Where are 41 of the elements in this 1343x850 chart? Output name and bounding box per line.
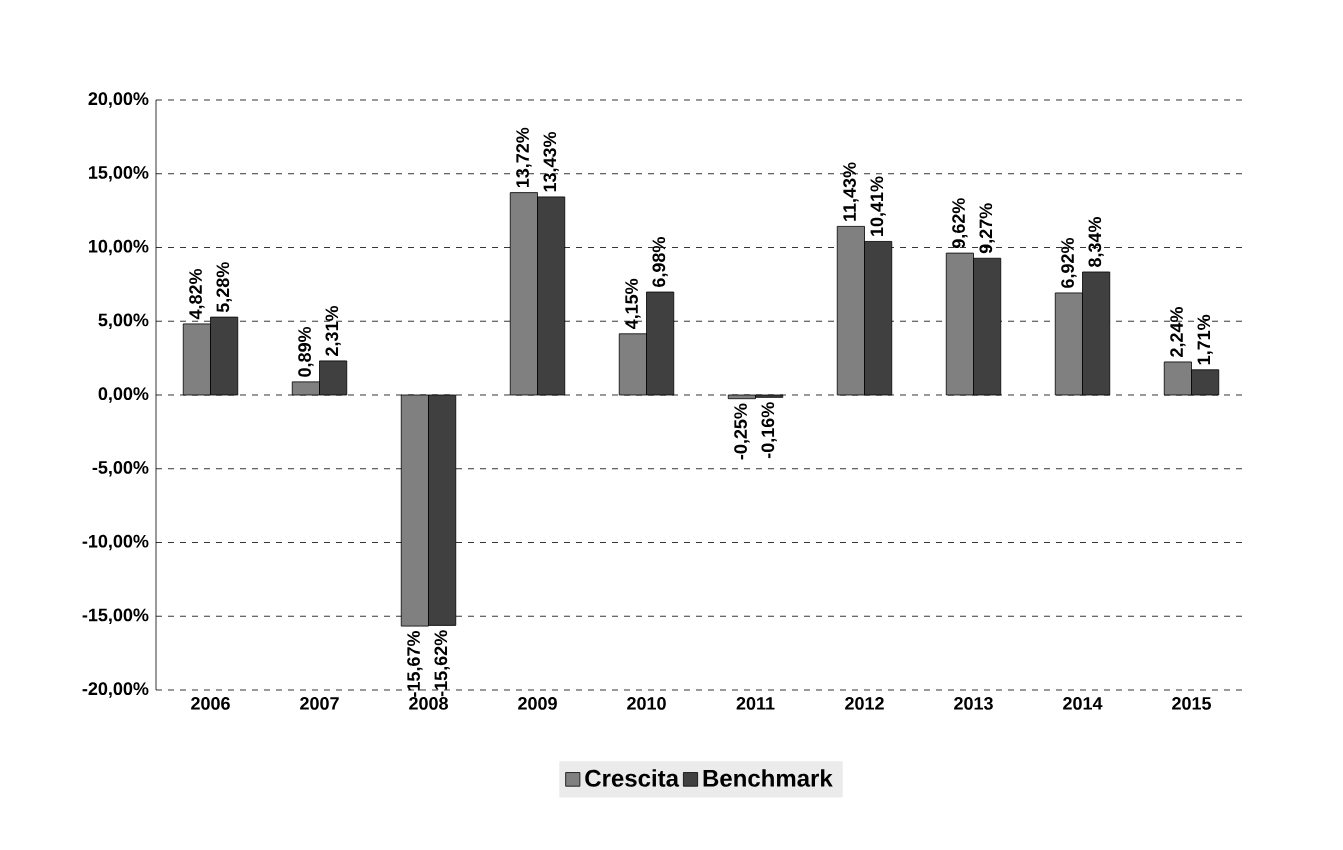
x-tick-label: 2012: [845, 697, 884, 710]
y-tick-label: 5,00%: [98, 313, 149, 329]
data-label: 1,71%: [1197, 314, 1213, 365]
data-label: 6,92%: [1061, 237, 1077, 288]
data-label: 10,41%: [870, 176, 886, 236]
x-tick-label: 2013: [954, 697, 993, 710]
x-tick-label: 2010: [627, 697, 666, 710]
data-label: -0,25%: [734, 403, 750, 460]
data-label: 13,43%: [543, 131, 559, 192]
data-label: -0,16%: [761, 402, 777, 459]
x-tick-label: 2009: [518, 697, 557, 710]
y-tick-label: -20,00%: [82, 682, 149, 698]
data-label: 6,98%: [652, 237, 668, 287]
x-tick-label: 2007: [300, 697, 339, 710]
data-label: 5,28%: [216, 262, 232, 313]
legend-label: Benchmark: [703, 769, 833, 787]
data-label: -15,62%: [434, 630, 450, 697]
x-tick-label: 2014: [1063, 697, 1103, 710]
data-label: 4,15%: [625, 278, 641, 330]
data-label: 13,72%: [516, 127, 532, 188]
data-label: 9,27%: [979, 203, 995, 254]
data-label: 11,43%: [843, 162, 859, 221]
x-tick-label: 2015: [1172, 697, 1212, 710]
data-label: 2,24%: [1170, 307, 1186, 357]
data-label: 9,62%: [952, 198, 968, 249]
data-label: 4,82%: [189, 268, 205, 320]
legend-label: Crescita: [585, 769, 680, 787]
y-tick-label: 15,00%: [89, 166, 149, 182]
x-tick-label: 2011: [736, 697, 775, 710]
data-label: -15,67%: [407, 631, 423, 697]
data-label: 0,89%: [298, 326, 314, 377]
y-tick-label: 10,00%: [89, 239, 149, 256]
y-tick-label: 20,00%: [88, 92, 149, 108]
x-tick-label: 2008: [409, 697, 448, 710]
y-tick-label: -10,00%: [82, 534, 149, 551]
y-tick-label: 0,00%: [98, 387, 149, 403]
data-label: 8,34%: [1088, 217, 1104, 268]
y-tick-label: -15,00%: [82, 608, 149, 624]
y-tick-label: -5,00%: [92, 461, 149, 477]
data-label: 2,31%: [325, 305, 341, 356]
x-tick-label: 2006: [191, 697, 230, 710]
